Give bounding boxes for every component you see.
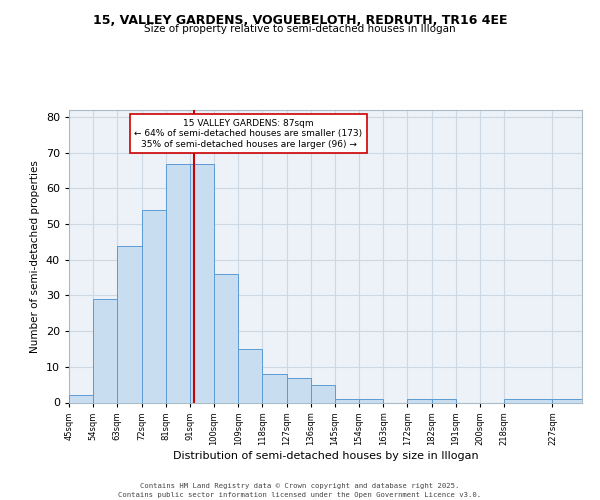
Bar xyxy=(504,399,553,402)
Text: Contains HM Land Registry data © Crown copyright and database right 2025.
Contai: Contains HM Land Registry data © Crown c… xyxy=(118,483,482,498)
Text: 15, VALLEY GARDENS, VOGUEBELOTH, REDRUTH, TR16 4EE: 15, VALLEY GARDENS, VOGUEBELOTH, REDRUTH… xyxy=(93,14,507,27)
Bar xyxy=(190,164,214,402)
Bar xyxy=(287,378,311,402)
Bar xyxy=(118,246,142,402)
Bar xyxy=(93,299,118,403)
Y-axis label: Number of semi-detached properties: Number of semi-detached properties xyxy=(30,160,40,352)
Bar xyxy=(553,399,582,402)
Bar xyxy=(431,399,456,402)
Bar xyxy=(335,399,359,402)
Bar xyxy=(69,396,93,402)
X-axis label: Distribution of semi-detached houses by size in Illogan: Distribution of semi-detached houses by … xyxy=(173,451,478,461)
Bar xyxy=(214,274,238,402)
Text: Size of property relative to semi-detached houses in Illogan: Size of property relative to semi-detach… xyxy=(144,24,456,34)
Bar xyxy=(262,374,287,402)
Bar xyxy=(407,399,431,402)
Bar xyxy=(311,384,335,402)
Bar xyxy=(359,399,383,402)
Bar xyxy=(166,164,190,402)
Text: 15 VALLEY GARDENS: 87sqm
← 64% of semi-detached houses are smaller (173)
35% of : 15 VALLEY GARDENS: 87sqm ← 64% of semi-d… xyxy=(134,119,362,148)
Bar xyxy=(142,210,166,402)
Bar xyxy=(238,349,262,403)
